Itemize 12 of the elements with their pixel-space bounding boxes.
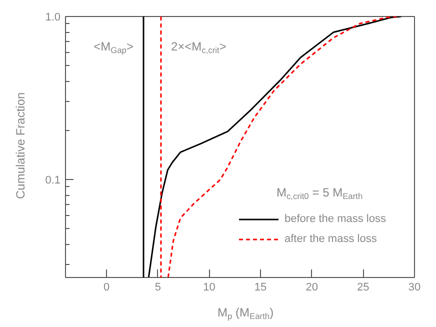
y-tick-label: 0.1 (45, 174, 61, 186)
x-tick-label: 25 (357, 282, 370, 294)
legend-label: after the mass loss (284, 233, 377, 245)
y-axis-title: Cumulative Fraction (14, 92, 28, 200)
x-tick-label: 5 (154, 282, 161, 294)
x-tick-label: 30 (408, 282, 421, 294)
legend-label: before the mass loss (284, 213, 386, 225)
x-tick-label: 0 (104, 282, 110, 294)
x-tick-label: 15 (254, 282, 267, 294)
x-tick-label: 10 (203, 282, 216, 294)
y-tick-label: 1.0 (45, 12, 61, 24)
x-tick-label: 20 (306, 282, 318, 294)
